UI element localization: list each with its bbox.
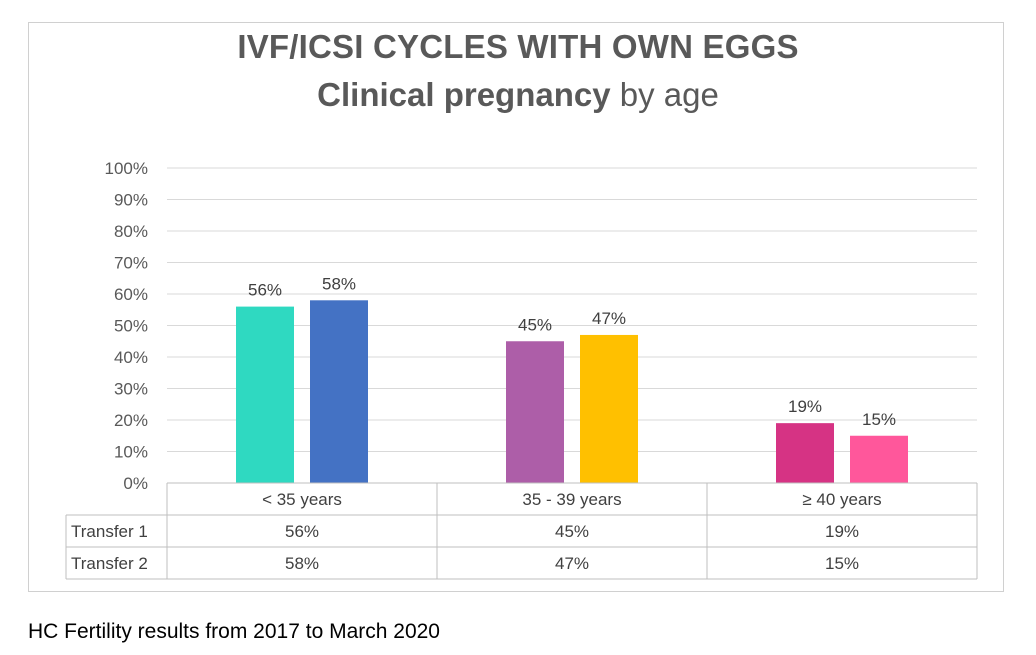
bar xyxy=(506,341,564,483)
chart-title: IVF/ICSI CYCLES WITH OWN EGGS xyxy=(237,28,799,65)
chart-frame xyxy=(28,22,1004,592)
y-tick-label: 100% xyxy=(105,159,148,178)
table-value: 15% xyxy=(825,554,859,573)
y-tick-label: 40% xyxy=(114,348,148,367)
table-value: 56% xyxy=(285,522,319,541)
chart-subtitle-bold: Clinical pregnancy xyxy=(317,76,611,113)
bar-chart: 0% 10% 20% 30% 40% 50% 60% 70% 80% 90% 100% 56% 58% 4… xyxy=(65,159,978,580)
footnote: HC Fertility results from 2017 to March … xyxy=(28,620,440,643)
y-tick-label: 60% xyxy=(114,285,148,304)
y-tick-label: 20% xyxy=(114,411,148,430)
data-label: 45% xyxy=(518,315,552,334)
y-tick-label: 70% xyxy=(114,254,148,273)
table-value: 58% xyxy=(285,554,319,573)
data-label: 15% xyxy=(862,410,896,429)
chart-subtitle-rest: by age xyxy=(610,76,719,113)
table-value: 47% xyxy=(555,554,589,573)
y-tick-label: 10% xyxy=(114,443,148,462)
y-tick-label: 0% xyxy=(123,474,148,493)
table-value: 19% xyxy=(825,522,859,541)
y-tick-label: 50% xyxy=(114,317,148,336)
bar xyxy=(580,334,638,483)
data-label: 19% xyxy=(788,397,822,416)
data-label: 56% xyxy=(248,281,282,300)
y-tick-label: 90% xyxy=(114,191,148,210)
table-series-name: Transfer 1 xyxy=(71,522,148,541)
table-series-name: Transfer 2 xyxy=(71,554,148,573)
chart-subtitle: Clinical pregnancy by age xyxy=(0,76,1036,114)
bar xyxy=(236,306,294,483)
data-label: 47% xyxy=(592,309,626,328)
x-category-label: 35 - 39 years xyxy=(522,490,621,509)
data-label: 58% xyxy=(322,274,356,293)
bar xyxy=(850,435,908,483)
x-category-label: < 35 years xyxy=(262,490,342,509)
y-tick-label: 80% xyxy=(114,222,148,241)
table-value: 45% xyxy=(555,522,589,541)
x-category-label: ≥ 40 years xyxy=(802,490,881,509)
bar xyxy=(776,423,834,483)
bar xyxy=(310,300,368,483)
y-tick-label: 30% xyxy=(114,380,148,399)
